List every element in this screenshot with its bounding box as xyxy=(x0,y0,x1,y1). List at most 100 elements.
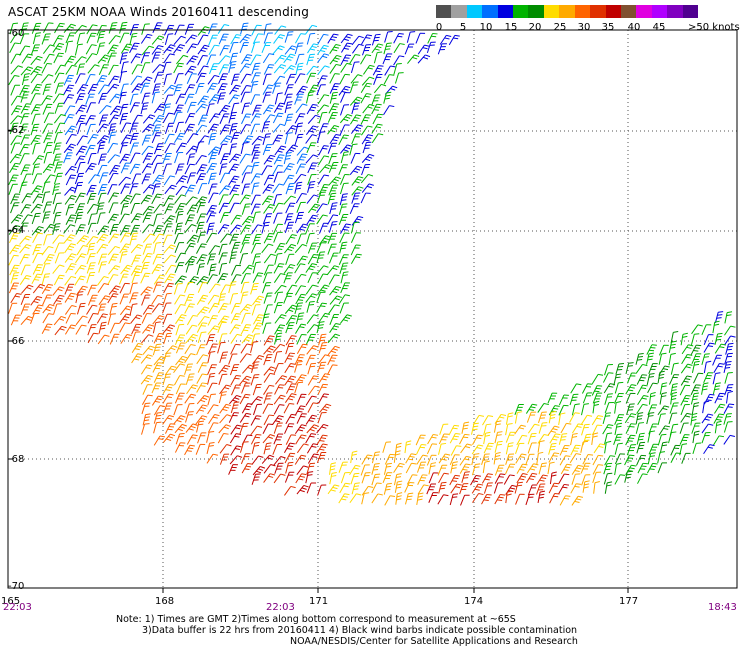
wind-barb xyxy=(680,404,690,416)
wind-barb xyxy=(273,212,283,224)
wind-barb xyxy=(241,334,254,344)
wind-barb xyxy=(294,381,304,394)
wind-barb xyxy=(305,471,314,484)
wind-barb xyxy=(516,463,528,474)
wind-barb xyxy=(251,322,263,333)
wind-barb xyxy=(713,413,725,424)
legend-swatch xyxy=(682,5,699,18)
wind-barb xyxy=(371,43,384,54)
wind-barb xyxy=(712,382,721,395)
wind-barb xyxy=(250,361,260,374)
wind-barb xyxy=(19,85,30,96)
wind-barb xyxy=(196,373,208,384)
wind-barb xyxy=(120,194,133,205)
wind-barb xyxy=(153,405,165,416)
wind-barb xyxy=(294,73,306,84)
wind-barb xyxy=(197,114,208,126)
wind-barb xyxy=(327,33,339,44)
wind-barb xyxy=(32,193,44,204)
wind-barb xyxy=(263,253,276,264)
wind-barb xyxy=(349,96,363,106)
wind-barb xyxy=(108,64,119,76)
wind-barb xyxy=(162,103,172,116)
wind-barb xyxy=(329,462,336,475)
wind-barb xyxy=(184,353,196,364)
wind-barb xyxy=(274,252,283,265)
wind-barb xyxy=(153,213,162,226)
wind-barb xyxy=(130,213,143,224)
wind-barb xyxy=(384,65,396,76)
wind-barb xyxy=(724,384,734,396)
wind-barb xyxy=(240,124,251,135)
wind-barb xyxy=(42,103,53,115)
wind-barb xyxy=(637,462,648,474)
wind-barb xyxy=(516,434,528,446)
wind-barb xyxy=(85,144,96,156)
wind-barb xyxy=(307,375,319,386)
wind-barb xyxy=(129,282,138,295)
wind-barb xyxy=(85,74,96,85)
wind-barb xyxy=(305,395,317,406)
wind-barb xyxy=(294,113,306,124)
wind-barb xyxy=(230,34,242,45)
wind-barb xyxy=(339,262,349,274)
wind-barb xyxy=(217,83,228,94)
wind-barb xyxy=(196,322,208,333)
wind-barb xyxy=(108,202,119,214)
wind-barb xyxy=(52,153,62,165)
wind-barb xyxy=(681,452,691,464)
wind-barb xyxy=(175,355,188,366)
wind-barb xyxy=(229,143,238,156)
wind-barb xyxy=(98,92,108,104)
wind-barb xyxy=(283,163,295,173)
wind-barb xyxy=(592,471,602,484)
wind-barb xyxy=(371,133,384,144)
wind-barb xyxy=(548,482,560,494)
wind-barb xyxy=(152,362,163,373)
wind-barb xyxy=(99,104,112,115)
wind-barb xyxy=(10,33,22,44)
wind-barb xyxy=(670,331,679,344)
wind-barb xyxy=(338,134,349,146)
wind-barb xyxy=(184,344,196,355)
wind-barb xyxy=(30,312,40,324)
legend-tick-label: 20 xyxy=(528,22,542,33)
wind-barb xyxy=(592,464,604,475)
wind-barb xyxy=(316,242,327,254)
wind-barb xyxy=(196,243,207,254)
wind-barb xyxy=(217,224,230,235)
wind-barb xyxy=(295,103,308,114)
wind-barb xyxy=(307,402,319,413)
wind-barb xyxy=(603,472,613,485)
wind-barb xyxy=(131,271,141,284)
wind-barb xyxy=(285,144,298,154)
wind-barb xyxy=(20,66,34,76)
wind-barb xyxy=(120,232,131,243)
wind-barb xyxy=(308,385,320,396)
wind-barb xyxy=(30,66,43,76)
wind-barb xyxy=(635,422,645,434)
wind-barb xyxy=(460,443,472,454)
wind-barb xyxy=(307,272,318,284)
wind-barb xyxy=(163,244,176,254)
wind-barb xyxy=(108,285,121,295)
wind-barb xyxy=(714,403,726,414)
wind-barb xyxy=(559,455,571,466)
wind-barb xyxy=(86,184,97,196)
wind-barb xyxy=(219,351,228,364)
wind-barb xyxy=(318,342,328,354)
wind-barb xyxy=(657,370,665,384)
wind-barb xyxy=(273,301,283,314)
wind-barb xyxy=(41,95,53,106)
wind-barb xyxy=(295,434,307,445)
wind-barb xyxy=(338,254,349,265)
wind-barb xyxy=(283,152,292,165)
wind-barb xyxy=(184,65,197,76)
wind-barb xyxy=(394,480,403,493)
wind-barb xyxy=(263,174,275,186)
wind-barb xyxy=(724,335,736,346)
wind-barb xyxy=(141,313,152,324)
wind-barb xyxy=(230,333,242,344)
wind-barb xyxy=(85,162,97,173)
